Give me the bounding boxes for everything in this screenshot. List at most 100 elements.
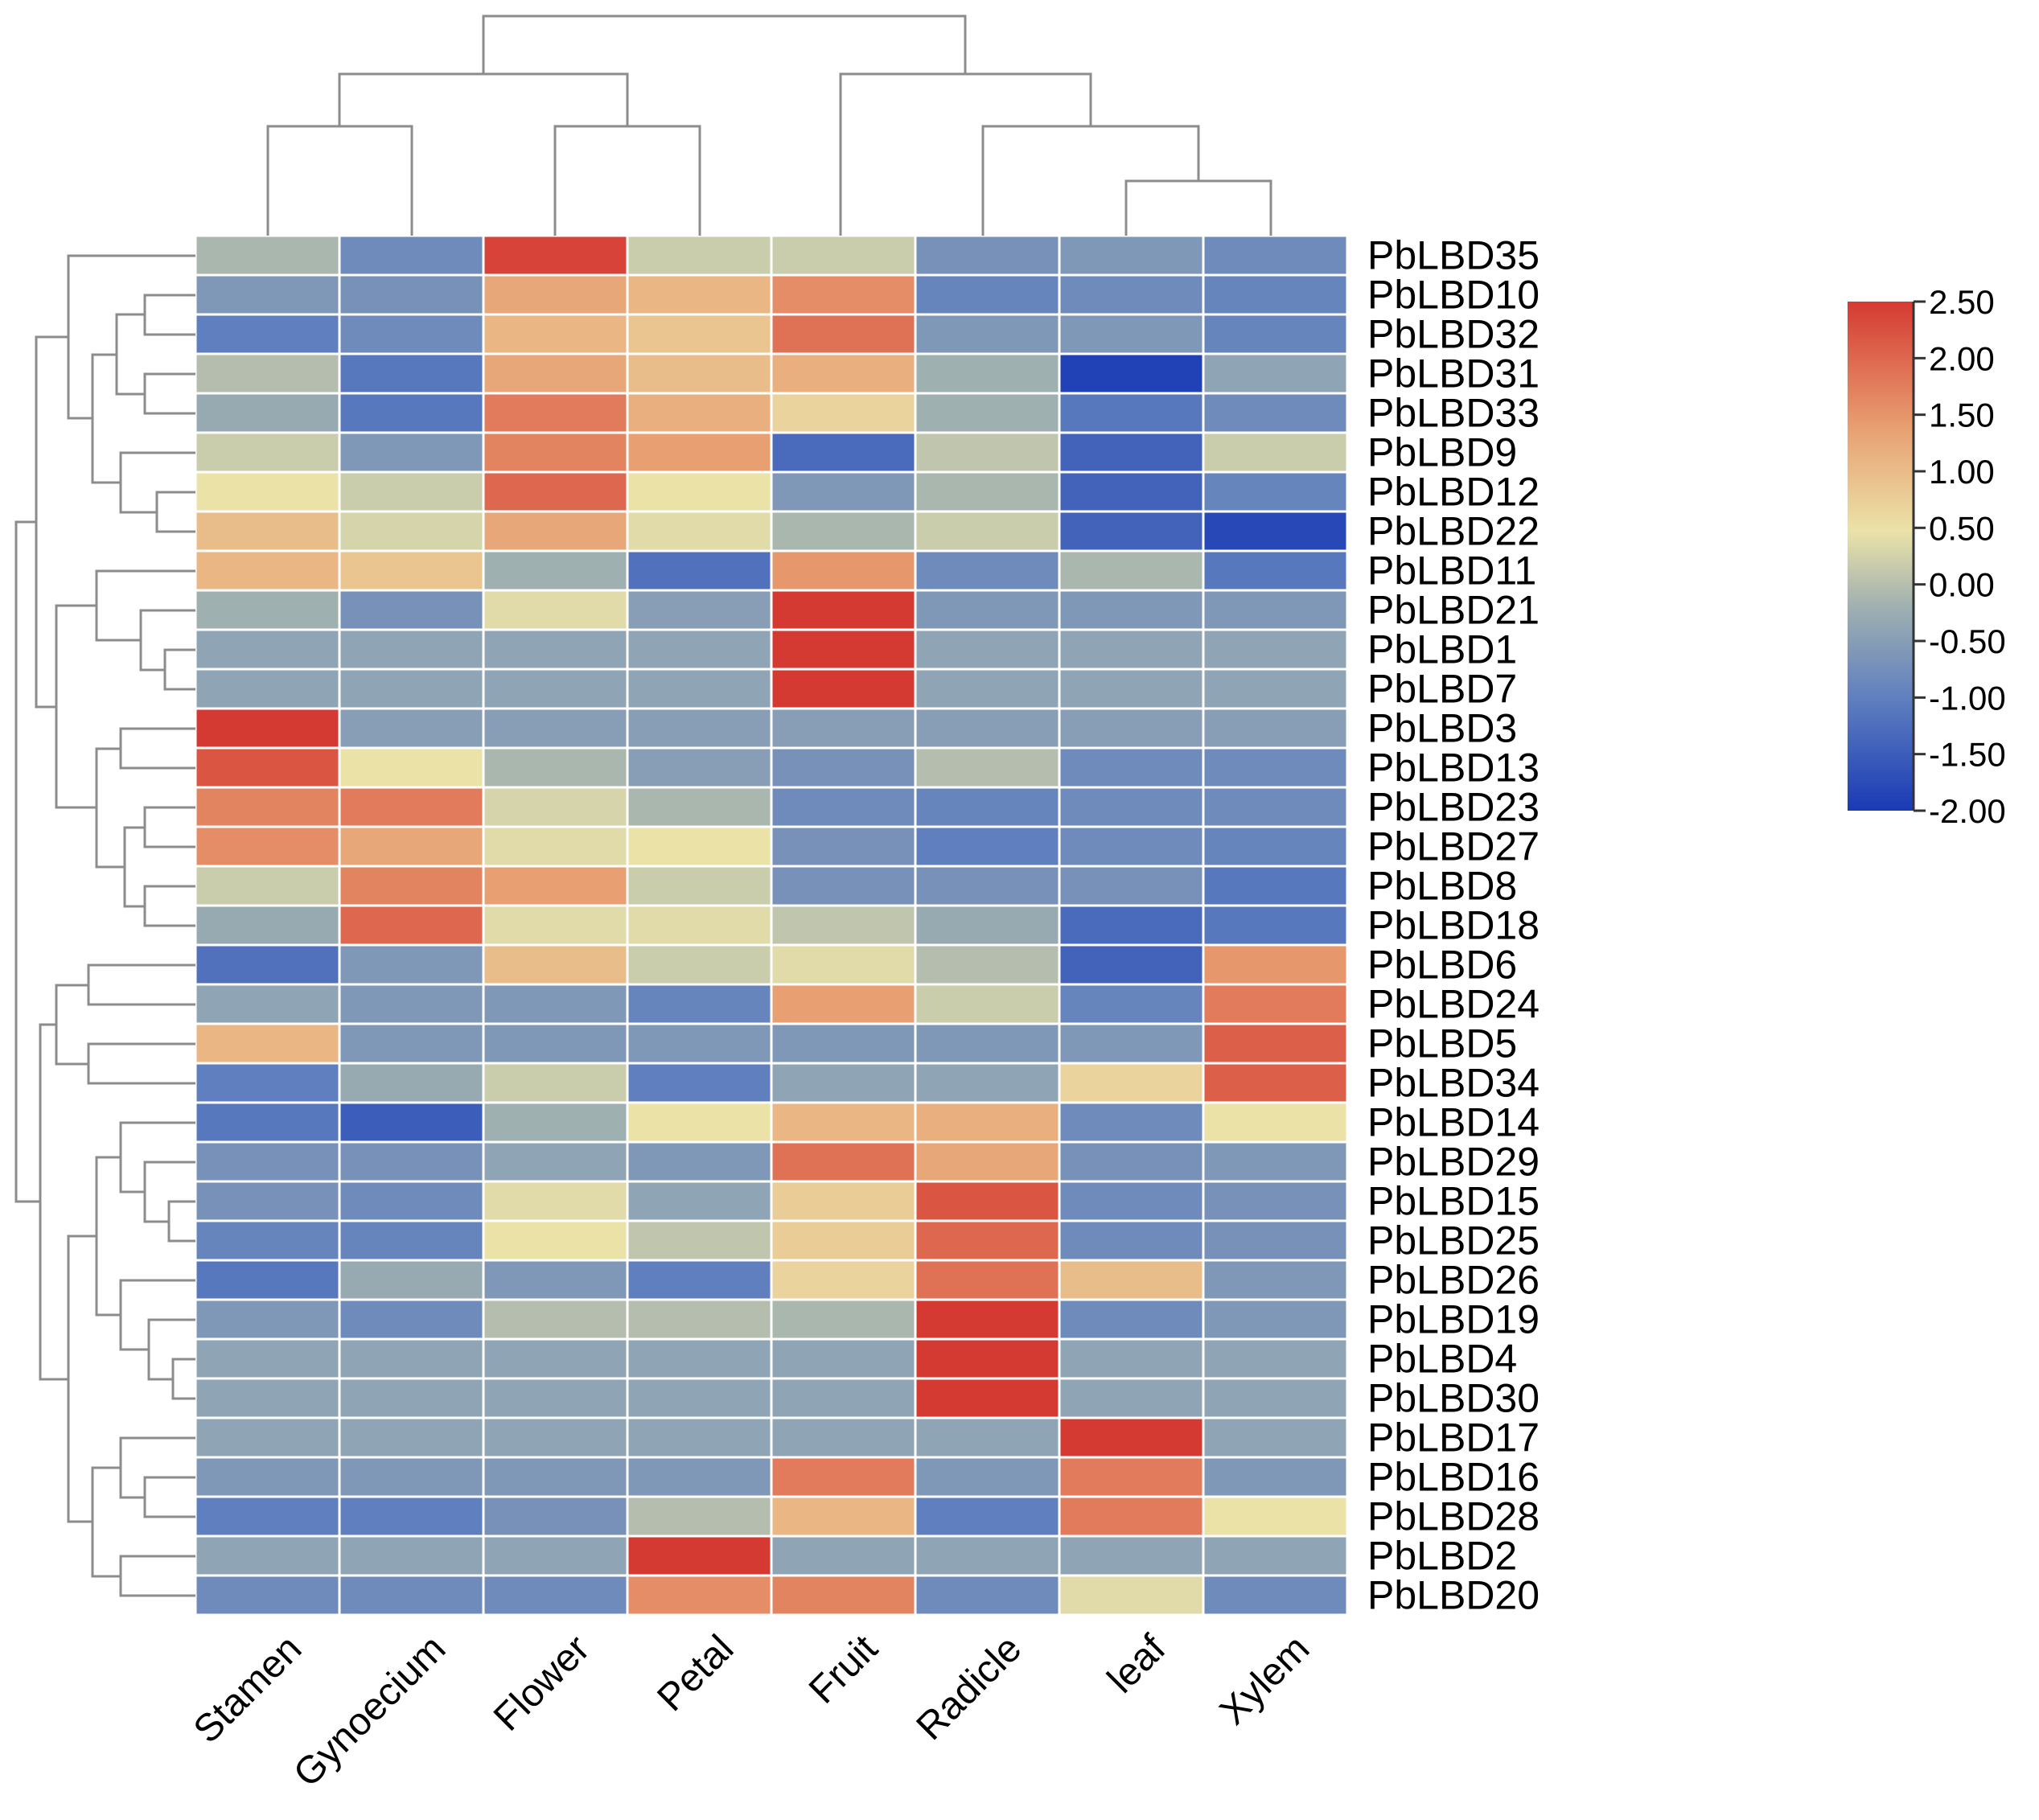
heatmap-cell-PbLBD3-Petal [626, 707, 773, 750]
heatmap-cell-PbLBD7-Flower [482, 668, 629, 710]
color-scale-tick-label: 2.00 [1929, 339, 1995, 377]
color-scale-tick-label: -0.50 [1929, 622, 2006, 660]
heatmap-cell-PbLBD28-Xylem [1202, 1495, 1349, 1538]
heatmap-cell-PbLBD10-Petal [626, 273, 773, 316]
heatmap-cell-PbLBD1-Fruit [770, 628, 917, 671]
heatmap-cell-PbLBD4-Petal [626, 1337, 773, 1380]
heatmap-cell-PbLBD3-Radicle [914, 707, 1061, 750]
row-dendro-31-33 [143, 372, 195, 415]
heatmap-cell-PbLBD22-Stamen [194, 510, 341, 553]
row-label-PbLBD34: PbLBD34 [1367, 1061, 1540, 1106]
heatmap-cell-PbLBD22-Gynoecium [338, 510, 485, 553]
heatmap-cell-PbLBD11-Gynoecium [338, 549, 485, 592]
column-label-gynoecium: Gynoecium [286, 1627, 454, 1795]
row-label-PbLBD5: PbLBD5 [1367, 1021, 1517, 1066]
heatmap-cell-PbLBD21-Flower [482, 589, 629, 631]
heatmap-cell-PbLBD28-Fruit [770, 1495, 917, 1538]
heatmap-cell-PbLBD10-Xylem [1202, 273, 1349, 316]
heatmap-cell-PbLBD24-Petal [626, 983, 773, 1025]
color-scale-tick-label: 1.50 [1929, 396, 1995, 434]
heatmap-cell-PbLBD17-Stamen [194, 1416, 341, 1459]
heatmap-cell-PbLBD6-Radicle [914, 943, 1061, 986]
heatmap-cell-PbLBD25-Stamen [194, 1219, 341, 1262]
heatmap-cell-PbLBD14-Flower [482, 1101, 629, 1144]
row-dendro-11-18 [55, 604, 97, 809]
row-dendro-5-34 [87, 1042, 195, 1085]
heatmap-cell-PbLBD31-Xylem [1202, 352, 1349, 395]
heatmap-cell-PbLBD23-leaf [1058, 786, 1205, 828]
color-scale-tick-label: -1.50 [1929, 736, 2006, 774]
heatmap-cell-PbLBD16-Stamen [194, 1456, 341, 1498]
heatmap-cell-PbLBD2-Gynoecium [338, 1534, 485, 1577]
heatmap-cell-PbLBD18-Petal [626, 904, 773, 947]
heatmap-cell-PbLBD4-Gynoecium [338, 1337, 485, 1380]
color-scale-legend: 2.50 2.00 1.50 1.00 0.50 0.00 -0.50 -1.00 -1.50 -… [1848, 283, 2006, 830]
heatmap-cell-PbLBD6-Gynoecium [338, 943, 485, 986]
row-label-PbLBD10: PbLBD10 [1367, 273, 1540, 318]
heatmap-cell-PbLBD12-leaf [1058, 470, 1205, 513]
heatmap-cell-PbLBD7-Xylem [1202, 668, 1349, 710]
heatmap-cell-PbLBD18-Radicle [914, 904, 1061, 947]
row-label-PbLBD28: PbLBD28 [1367, 1494, 1540, 1539]
heatmap-cell-PbLBD12-Petal [626, 470, 773, 513]
heatmap-cell-PbLBD5-Radicle [914, 1022, 1061, 1065]
heatmap-cell-PbLBD15-Fruit [770, 1180, 917, 1222]
heatmap-cell-PbLBD27-Xylem [1202, 825, 1349, 868]
heatmap-cell-PbLBD28-leaf [1058, 1495, 1205, 1538]
heatmap-cell-PbLBD7-Petal [626, 668, 773, 710]
heatmap-cell-PbLBD26-Flower [482, 1259, 629, 1301]
heatmap-cell-PbLBD11-Fruit [770, 549, 917, 592]
heatmap-cell-PbLBD34-leaf [1058, 1062, 1205, 1104]
heatmap-cell-PbLBD35-Fruit [770, 234, 917, 277]
heatmap-cell-PbLBD26-Fruit [770, 1259, 917, 1301]
color-scale-tick-label: 0.00 [1929, 566, 1995, 604]
heatmap-cell-PbLBD23-Petal [626, 786, 773, 828]
heatmap-cell-PbLBD19-Gynoecium [338, 1298, 485, 1341]
row-dendro-21-7 [139, 609, 195, 672]
heatmap-cell-PbLBD22-Flower [482, 510, 629, 553]
heatmap-cell-PbLBD6-Xylem [1202, 943, 1349, 986]
heatmap-cell-PbLBD22-Xylem [1202, 510, 1349, 553]
heatmap-cell-PbLBD5-Gynoecium [338, 1022, 485, 1065]
column-label-leaf: leaf [1100, 1627, 1174, 1702]
heatmap-cell-PbLBD24-Gynoecium [338, 983, 485, 1025]
row-label-PbLBD1: PbLBD1 [1367, 627, 1517, 672]
heatmap-cell-PbLBD2-Radicle [914, 1534, 1061, 1577]
heatmap-cell-PbLBD20-Fruit [770, 1574, 917, 1617]
heatmap-cell-PbLBD34-Xylem [1202, 1062, 1349, 1104]
heatmap-cell-PbLBD25-Petal [626, 1219, 773, 1262]
heatmap-cell-PbLBD24-Xylem [1202, 983, 1349, 1025]
heatmap-cell-PbLBD2-leaf [1058, 1534, 1205, 1577]
row-label-PbLBD31: PbLBD31 [1367, 351, 1540, 396]
row-label-PbLBD2: PbLBD2 [1367, 1534, 1517, 1579]
heatmap-cell-PbLBD1-Gynoecium [338, 628, 485, 671]
heatmap-cell-PbLBD30-Radicle [914, 1377, 1061, 1419]
row-label-PbLBD18: PbLBD18 [1367, 903, 1540, 948]
row-label-PbLBD32: PbLBD32 [1367, 312, 1540, 357]
row-label-PbLBD14: PbLBD14 [1367, 1100, 1540, 1145]
heatmap-cell-PbLBD30-Xylem [1202, 1377, 1349, 1419]
heatmap-cell-PbLBD33-Gynoecium [338, 392, 485, 434]
heatmap-cell-PbLBD18-leaf [1058, 904, 1205, 947]
heatmap-cell-PbLBD25-Xylem [1202, 1219, 1349, 1262]
heatmap-cell-PbLBD7-Fruit [770, 668, 917, 710]
heatmap-cell-PbLBD6-Flower [482, 943, 629, 986]
column-label-radicle: Radicle [909, 1627, 1030, 1748]
heatmap-cell-PbLBD35-Stamen [194, 234, 341, 277]
heatmap-cell-PbLBD30-Gynoecium [338, 1377, 485, 1419]
heatmap-cell-PbLBD32-Stamen [194, 313, 341, 355]
column-label-flower: Flower [486, 1627, 598, 1739]
row-dendro-3-13 [119, 727, 195, 770]
heatmap-cell-PbLBD23-Flower [482, 786, 629, 828]
heatmap-cell-PbLBD7-Gynoecium [338, 668, 485, 710]
col-dendro-leaf-xylem [1124, 179, 1272, 236]
heatmap-cell-PbLBD31-Stamen [194, 352, 341, 395]
heatmap-cell-PbLBD8-Radicle [914, 865, 1061, 907]
heatmap-cell-PbLBD35-Gynoecium [338, 234, 485, 277]
row-label-PbLBD4: PbLBD4 [1367, 1337, 1517, 1382]
heatmap-cell-PbLBD29-Fruit [770, 1140, 917, 1183]
heatmap-cell-PbLBD6-Fruit [770, 943, 917, 986]
row-label-PbLBD24: PbLBD24 [1367, 982, 1540, 1027]
row-dendro-6-20 [39, 1023, 68, 1381]
heatmap-cell-PbLBD24-Fruit [770, 983, 917, 1025]
